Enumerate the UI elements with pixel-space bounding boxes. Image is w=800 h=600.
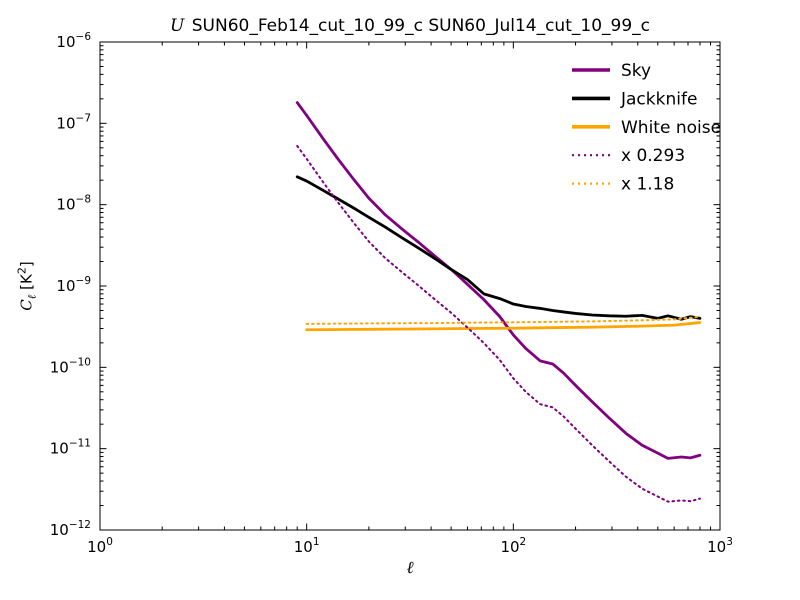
y-axis-tick-label: 10−11 — [50, 438, 91, 458]
series-line-jackknife — [295, 175, 702, 321]
legend-label-jackknife: Jackknife — [620, 89, 697, 109]
series-line-x-1.18 — [305, 315, 701, 325]
plot-title: U SUN60_Feb14_cut_10_99_c SUN60_Jul14_cu… — [100, 16, 720, 36]
axes-frame — [99, 41, 721, 531]
legend-label-x-0.293: x 0.293 — [621, 146, 685, 166]
y-axis-tick-label: 10−8 — [56, 194, 91, 214]
axis-tick-labels: 100 101 102 103 10−6 10−7 10−8 10−9 10−10 10−11 10… — [50, 31, 733, 556]
series-line-x-0.293 — [296, 144, 701, 503]
legend: Sky Jackknife White noise x 0.293 x 1.18 — [572, 61, 721, 195]
x-axis-tick-label: 102 — [500, 536, 526, 556]
legend-label-white-noise: White noise — [621, 118, 721, 138]
legend-label-x-1.18: x 1.18 — [621, 175, 674, 195]
x-axis-tick-label: 100 — [87, 536, 113, 556]
title-text-part: SUN60_Feb14_cut_10_99_c SUN60_Jul14_cut_… — [186, 16, 650, 36]
legend-label-sky: Sky — [621, 61, 651, 81]
y-axis-tick-label: 10−7 — [56, 112, 91, 132]
x-axis-tick-label: 101 — [294, 536, 320, 556]
title-math-part: U — [170, 16, 185, 36]
series-line-sky — [295, 101, 702, 460]
y-axis-label: Cℓ [K2] — [15, 261, 39, 311]
series-line-white-noise — [305, 321, 702, 332]
y-axis-tick-label: 10−9 — [56, 275, 91, 295]
y-axis-tick-label: 10−12 — [50, 519, 91, 539]
x-axis-label: ℓ — [406, 558, 414, 578]
plot-series — [295, 101, 702, 503]
y-axis-tick-label: 10−10 — [50, 356, 91, 376]
axis-ticks — [99, 41, 721, 531]
x-axis-tick-label: 103 — [707, 536, 733, 556]
y-axis-tick-label: 10−6 — [56, 31, 91, 51]
